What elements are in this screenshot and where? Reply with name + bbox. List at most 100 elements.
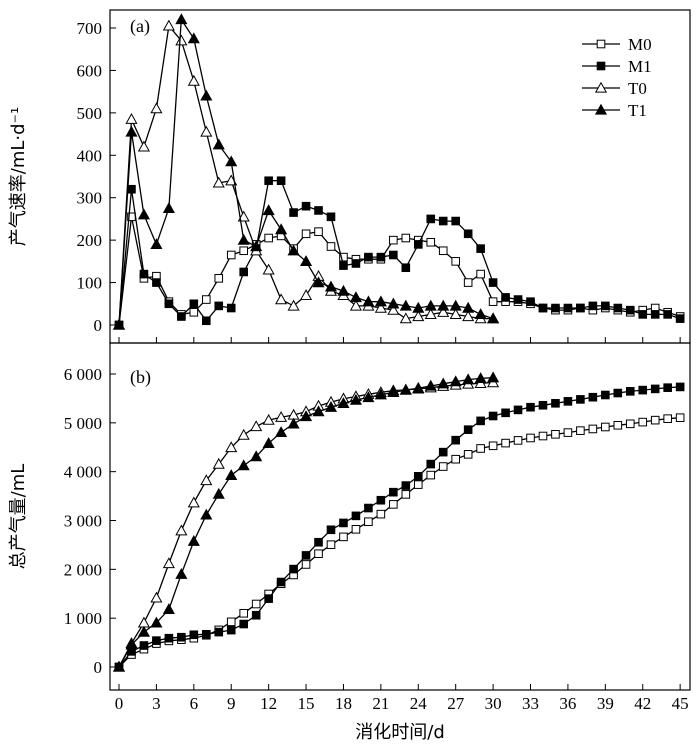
data-point-t0	[300, 289, 313, 300]
data-point-m1	[675, 382, 685, 392]
data-point-t1	[324, 400, 338, 412]
data-point-t1	[300, 255, 313, 267]
data-point-t0	[275, 293, 288, 305]
data-point-t1	[449, 299, 462, 311]
y-tick-label: 1 000	[64, 609, 102, 628]
data-point-m1	[351, 259, 361, 268]
data-point-m0	[426, 470, 436, 480]
data-point-t1	[300, 410, 313, 422]
panel-b-ylabel: 总产气量/mL	[8, 464, 29, 570]
data-point-m1	[301, 201, 311, 211]
data-point-m1	[139, 269, 149, 279]
data-point-m1	[401, 263, 411, 273]
data-point-m1	[264, 176, 273, 186]
x-axis-title: 消化时间/d	[355, 722, 445, 743]
data-point-t0	[212, 457, 225, 469]
data-point-t1	[287, 417, 300, 429]
data-point-t1	[225, 155, 238, 167]
data-point-m0	[451, 454, 460, 464]
data-point-t1	[225, 469, 238, 480]
data-point-t1	[212, 487, 225, 499]
data-point-t1	[262, 437, 275, 449]
data-point-t1	[387, 297, 400, 309]
data-point-t1	[424, 379, 437, 391]
data-point-m1	[251, 610, 261, 620]
data-point-t1	[250, 240, 263, 252]
data-point-t0	[150, 102, 163, 114]
data-point-m1	[201, 629, 211, 639]
x-tick-label: 39	[597, 694, 614, 713]
data-point-t1	[362, 295, 375, 307]
data-point-m1	[264, 594, 273, 603]
data-point-t1	[474, 372, 487, 384]
data-point-m1	[152, 636, 161, 645]
data-point-m0	[488, 297, 498, 306]
data-point-m1	[413, 472, 423, 481]
legend-item-m0: M0	[582, 35, 652, 54]
data-point-m1	[301, 551, 311, 560]
data-point-m1	[675, 314, 685, 323]
data-point-m0	[625, 419, 635, 429]
data-point-m1	[326, 525, 336, 535]
data-point-m0	[426, 237, 436, 247]
x-tick-label: 3	[152, 694, 161, 713]
data-point-m1	[177, 312, 186, 321]
data-point-t0	[374, 301, 387, 313]
data-point-m0	[650, 415, 660, 425]
legend-label-m0: M0	[628, 35, 652, 54]
data-point-m1	[426, 214, 436, 224]
panel-b-yaxis: 0 1 000 2 000 3 000 4 000 5 000 6 000	[64, 365, 116, 677]
data-point-t1	[150, 238, 163, 250]
data-point-m0	[563, 428, 573, 437]
data-point-t0	[150, 591, 163, 603]
data-point-t1	[187, 32, 200, 44]
y-tick-label: 0	[94, 316, 103, 335]
data-point-m1	[476, 244, 485, 253]
data-point-m0	[501, 438, 510, 448]
data-point-m1	[538, 400, 548, 410]
data-point-m1	[501, 293, 510, 302]
data-point-m0	[226, 250, 236, 260]
data-point-t1	[137, 208, 150, 220]
x-tick-label: 0	[115, 694, 124, 713]
legend-item-t1: T1	[582, 101, 647, 120]
data-point-m0	[476, 269, 485, 279]
data-point-m1	[152, 278, 161, 287]
data-point-m1	[488, 278, 498, 287]
data-point-t1	[437, 377, 450, 389]
data-point-m0	[613, 420, 623, 430]
data-point-m1	[226, 625, 236, 635]
data-point-m1	[526, 297, 535, 306]
series-line-m1	[118, 386, 681, 668]
data-point-t0	[137, 140, 150, 152]
data-point-t1	[462, 373, 475, 385]
data-point-m1	[588, 392, 598, 402]
data-point-t1	[387, 386, 400, 397]
data-point-t0	[287, 299, 300, 311]
data-point-t1	[349, 291, 362, 303]
series-m0	[114, 413, 685, 672]
data-point-m1	[239, 619, 248, 629]
data-point-m1	[613, 303, 623, 313]
series-m0	[114, 212, 685, 330]
data-point-m1	[451, 216, 460, 226]
data-point-m1	[438, 216, 448, 226]
data-point-t1	[187, 535, 200, 546]
data-point-m1	[376, 252, 386, 262]
data-point-m0	[438, 462, 448, 471]
data-point-m1	[164, 633, 174, 643]
data-point-m1	[289, 564, 298, 574]
data-point-m0	[438, 246, 448, 256]
data-point-m1	[463, 229, 473, 239]
data-point-t1	[250, 450, 263, 462]
data-point-m1	[401, 481, 411, 490]
data-point-m1	[127, 184, 136, 194]
data-point-t1	[474, 308, 487, 320]
x-tick-label: 42	[634, 694, 651, 713]
data-point-t0	[175, 34, 188, 46]
data-point-t1	[449, 375, 462, 387]
data-point-t1	[137, 625, 150, 637]
data-point-t0	[125, 112, 138, 124]
series-m1	[114, 382, 685, 672]
x-tick-label: 6	[190, 694, 199, 713]
